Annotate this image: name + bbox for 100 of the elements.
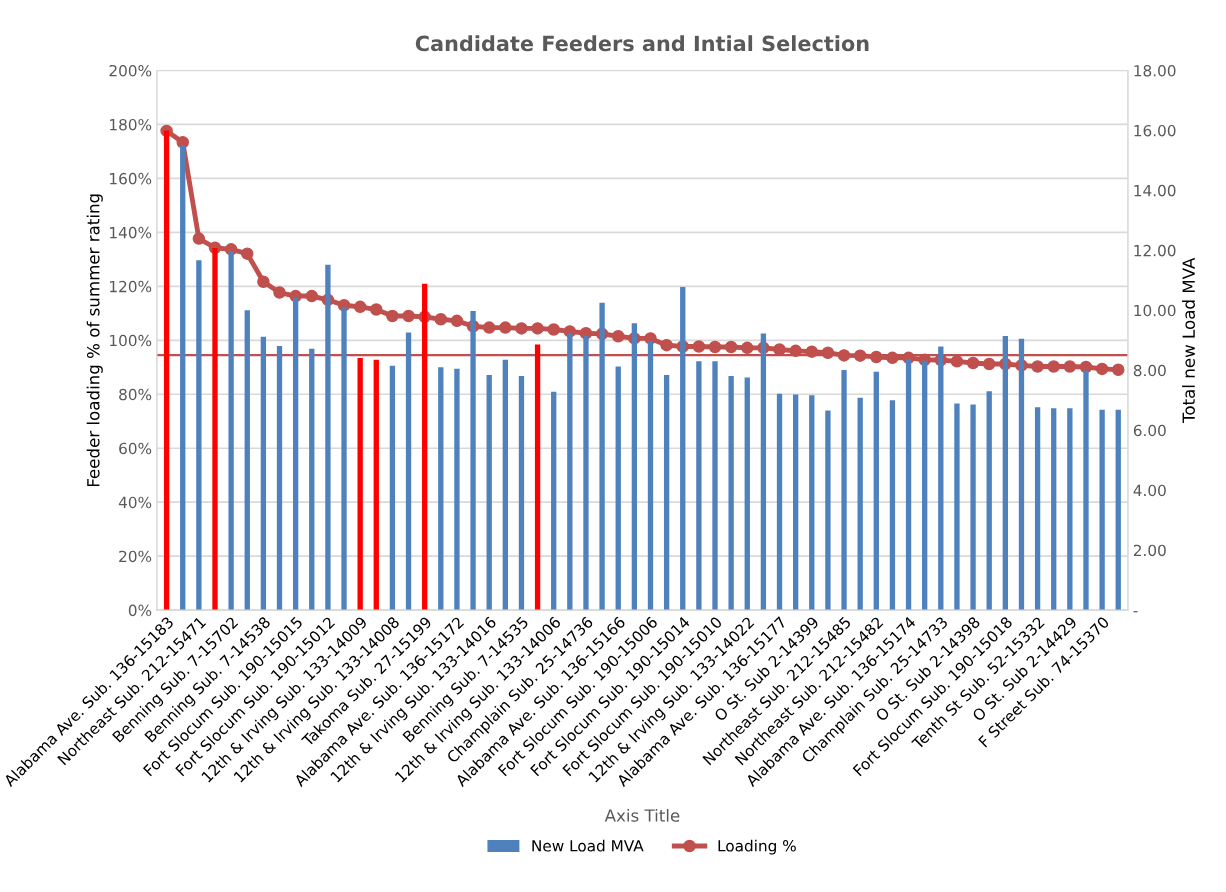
bar: [438, 367, 444, 611]
bar: [728, 375, 734, 611]
y2-axis-title: Total new Load MVA: [1182, 257, 1195, 424]
bar: [954, 403, 960, 611]
point: [853, 349, 867, 362]
point: [241, 247, 254, 260]
y-tick-label: 60%: [119, 442, 152, 455]
bar: [631, 323, 638, 611]
point: [741, 341, 754, 355]
bar: [776, 393, 783, 611]
y-tick-label: 0%: [128, 604, 152, 617]
legend-label: Loading %: [718, 839, 796, 855]
bar: [163, 130, 170, 611]
bar: [212, 247, 218, 611]
bar: [228, 251, 234, 611]
bar: [486, 375, 492, 611]
point: [499, 321, 512, 334]
bar: [292, 297, 299, 611]
y2-tick-label: 12.00: [1134, 244, 1176, 257]
bar: [1002, 336, 1008, 611]
bar: [196, 260, 202, 611]
bar: [599, 302, 605, 611]
point: [1031, 360, 1044, 373]
legend-label: New Load MVA: [532, 839, 644, 852]
bar: [518, 375, 525, 611]
bar: [1067, 408, 1073, 611]
bar: [422, 283, 428, 611]
bar: [663, 375, 670, 611]
bar: [405, 332, 412, 611]
bar: [1115, 409, 1121, 611]
point: [1111, 363, 1125, 376]
bar: [792, 394, 799, 611]
bar: [922, 360, 928, 611]
bar: [1099, 409, 1105, 611]
bar: [680, 286, 686, 611]
point: [531, 322, 544, 335]
bar: [244, 310, 250, 611]
y-tick-label: 40%: [118, 496, 152, 509]
point: [257, 275, 270, 288]
point: [370, 303, 383, 316]
y2-tick-label: 8.00: [1133, 364, 1166, 377]
y-tick-label: 20%: [119, 550, 152, 563]
y-tick-label: 140%: [110, 226, 152, 239]
bar: [696, 361, 702, 611]
point: [386, 309, 399, 323]
bar: [841, 369, 847, 611]
y2-tick-label: 2.00: [1133, 544, 1166, 557]
point: [1063, 360, 1077, 373]
point: [434, 313, 448, 326]
point: [870, 350, 883, 364]
bar: [534, 344, 541, 611]
y-tick-label: 80%: [119, 388, 152, 401]
bar: [647, 340, 654, 611]
point: [724, 340, 738, 354]
chart-title: Candidate Feeders and Intial Selection: [415, 35, 869, 52]
bar: [341, 307, 347, 611]
bar: [938, 346, 944, 611]
bar: [551, 391, 557, 611]
bar: [760, 333, 767, 611]
bar: [373, 359, 379, 611]
point: [515, 322, 528, 335]
y2-tick-label: 18.00: [1134, 64, 1176, 77]
bar: [325, 264, 331, 611]
bar: [1018, 338, 1025, 611]
y2-tick-label: 16.00: [1134, 124, 1176, 137]
point: [950, 355, 964, 368]
point: [402, 309, 415, 323]
bar: [1051, 408, 1057, 611]
y-tick-label: 100%: [110, 334, 152, 347]
bar: [1083, 370, 1089, 611]
bar: [889, 400, 896, 611]
point: [837, 349, 851, 362]
point: [789, 344, 802, 358]
point: [982, 357, 996, 371]
bar: [873, 371, 879, 611]
bar: [712, 361, 718, 611]
y2-tick-label: 4.00: [1133, 484, 1166, 497]
y-tick-label: 160%: [110, 172, 152, 185]
y-axis-title: Feeder loading % of summer rating: [86, 194, 103, 487]
point: [821, 346, 835, 359]
y-tick-label: 200%: [109, 64, 152, 77]
bar: [357, 357, 363, 611]
point: [966, 356, 980, 370]
bar: [470, 310, 476, 611]
point: [1047, 360, 1060, 373]
point: [547, 323, 560, 336]
bar: [970, 404, 976, 611]
bar: [502, 359, 508, 611]
bar: [583, 335, 589, 611]
bar: [825, 410, 831, 611]
point: [692, 340, 706, 353]
bar: [905, 359, 912, 611]
bar: [986, 391, 992, 611]
point: [305, 289, 319, 303]
bar: [389, 365, 396, 611]
point: [450, 314, 464, 328]
y-tick-label: 120%: [110, 280, 152, 293]
bar: [309, 348, 315, 611]
point: [805, 345, 819, 358]
bar: [615, 366, 621, 611]
